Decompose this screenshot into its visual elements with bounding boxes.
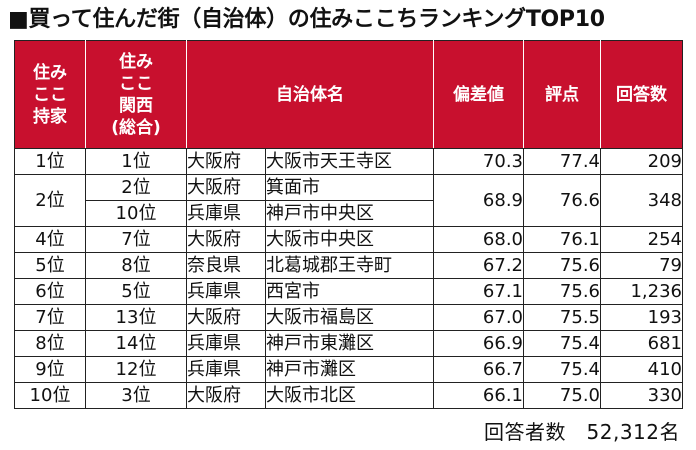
prefecture-cell: 奈良県: [186, 252, 266, 279]
table-row: 10位 兵庫県 神戸市中央区: [15, 200, 683, 227]
kansai-rank-cell: 10位: [85, 200, 187, 227]
score-cell: 75.6: [523, 278, 601, 305]
score-cell: 75.5: [523, 304, 601, 331]
deviation-cell: 66.1: [433, 382, 524, 409]
kansai-rank-cell: 3位: [85, 382, 187, 409]
home-rank-cell: 8位: [14, 330, 86, 357]
respondents-cell: 254: [600, 226, 683, 253]
respondents-cell: 193: [600, 304, 683, 331]
kansai-rank-cell: 8位: [85, 252, 187, 279]
city-cell: 大阪市福島区: [265, 304, 434, 331]
prefecture-cell: 兵庫県: [186, 200, 266, 227]
respondents-cell: 209: [600, 148, 683, 175]
city-cell: 西宮市: [265, 278, 434, 305]
city-cell: 大阪市天王寺区: [265, 148, 434, 175]
header-deviation: 偏差値: [433, 40, 524, 149]
header-respondents: 回答数: [600, 40, 683, 149]
table-row: 6位 5位 兵庫県 西宮市 67.1 75.6 1,236: [14, 278, 683, 305]
respondents-cell: 348: [600, 174, 683, 227]
table-row: 10位 3位 大阪府 大阪市北区 66.1 75.0 330: [14, 382, 683, 409]
table-row: 8位 14位 兵庫県 神戸市東灘区 66.9 75.4 681: [14, 330, 683, 357]
prefecture-cell: 兵庫県: [186, 356, 266, 383]
deviation-cell: 67.0: [433, 304, 524, 331]
header-row: 住み ここ 持家 住み ここ 関西 (総合) 自治体名 偏差値 評点 回答数: [14, 40, 683, 149]
kansai-rank-cell: 14位: [85, 330, 187, 357]
header-score: 評点: [523, 40, 601, 149]
deviation-cell: 68.9: [433, 174, 524, 227]
prefecture-cell: 兵庫県: [186, 278, 266, 305]
score-cell: 75.6: [523, 252, 601, 279]
home-rank-cell: 10位: [14, 382, 86, 409]
prefecture-cell: 大阪府: [186, 148, 266, 175]
city-cell: 神戸市中央区: [265, 200, 434, 227]
score-cell: 75.4: [523, 356, 601, 383]
respondents-cell: 1,236: [600, 278, 683, 305]
deviation-cell: 66.9: [433, 330, 524, 357]
deviation-cell: 66.7: [433, 356, 524, 383]
home-rank-cell: 7位: [14, 304, 86, 331]
deviation-cell: 67.1: [433, 278, 524, 305]
home-rank-cell: 6位: [14, 278, 86, 305]
home-rank-cell: 1位: [14, 148, 86, 175]
page-title: ■買って住んだ街（自治体）の住みここちランキングTOP10: [8, 7, 605, 32]
table-row: 9位 12位 兵庫県 神戸市灘区 66.7 75.4 410: [14, 356, 683, 383]
city-cell: 大阪市中央区: [265, 226, 434, 253]
deviation-cell: 68.0: [433, 226, 524, 253]
kansai-rank-cell: 13位: [85, 304, 187, 331]
city-cell: 神戸市灘区: [265, 356, 434, 383]
home-rank-cell: 5位: [14, 252, 86, 279]
prefecture-cell: 大阪府: [186, 226, 266, 253]
table-row: 7位 13位 大阪府 大阪市福島区 67.0 75.5 193: [14, 304, 683, 331]
respondent-total: 回答者数 52,312名: [484, 420, 680, 444]
score-cell: 76.6: [523, 174, 601, 227]
prefecture-cell: 大阪府: [186, 304, 266, 331]
deviation-cell: 67.2: [433, 252, 524, 279]
kansai-rank-cell: 1位: [85, 148, 187, 175]
respondents-cell: 410: [600, 356, 683, 383]
score-cell: 76.1: [523, 226, 601, 253]
kansai-rank-cell: 7位: [85, 226, 187, 253]
prefecture-cell: 兵庫県: [186, 330, 266, 357]
table-row: 5位 8位 奈良県 北葛城郡王寺町 67.2 75.6 79: [14, 252, 683, 279]
home-rank-cell: 9位: [14, 356, 86, 383]
respondents-cell: 79: [600, 252, 683, 279]
header-municipality: 自治体名: [186, 40, 434, 149]
prefecture-cell: 大阪府: [186, 174, 266, 201]
respondents-cell: 681: [600, 330, 683, 357]
city-cell: 北葛城郡王寺町: [265, 252, 434, 279]
city-cell: 大阪市北区: [265, 382, 434, 409]
home-rank-cell: 4位: [14, 226, 86, 253]
header-home-rank: 住み ここ 持家: [14, 40, 86, 149]
prefecture-cell: 大阪府: [186, 382, 266, 409]
table-row: 4位 7位 大阪府 大阪市中央区 68.0 76.1 254: [14, 226, 683, 253]
table-row: 1位 1位 大阪府 大阪市天王寺区 70.3 77.4 209: [14, 148, 683, 175]
city-cell: 神戸市東灘区: [265, 330, 434, 357]
kansai-rank-cell: 12位: [85, 356, 187, 383]
score-cell: 75.0: [523, 382, 601, 409]
deviation-cell: 70.3: [433, 148, 524, 175]
kansai-rank-cell: 2位: [85, 174, 187, 201]
ranking-table: 住み ここ 持家 住み ここ 関西 (総合) 自治体名 偏差値 評点 回答数 1…: [14, 40, 683, 409]
score-cell: 75.4: [523, 330, 601, 357]
city-cell: 箕面市: [265, 174, 434, 201]
kansai-rank-cell: 5位: [85, 278, 187, 305]
home-rank-cell: 2位: [14, 174, 86, 227]
respondents-cell: 330: [600, 382, 683, 409]
header-kansai-rank: 住み ここ 関西 (総合): [85, 40, 187, 149]
table-row: 2位 2位 大阪府 箕面市 68.9 76.6 348: [14, 174, 683, 227]
score-cell: 77.4: [523, 148, 601, 175]
